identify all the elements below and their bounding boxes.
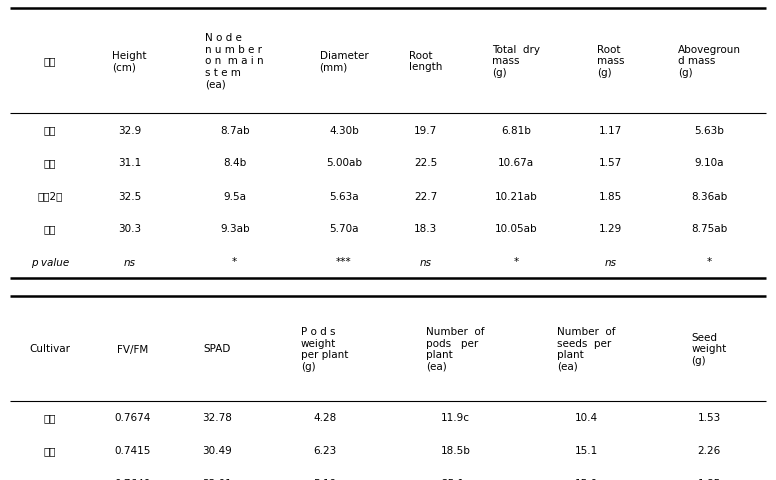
Text: Root
mass
(g): Root mass (g)	[597, 45, 625, 78]
Text: Root
length: Root length	[409, 50, 442, 72]
Text: 5.63a: 5.63a	[329, 191, 359, 201]
Text: 11.9c: 11.9c	[441, 413, 470, 422]
Text: 10.21ab: 10.21ab	[495, 191, 538, 201]
Text: 32.78: 32.78	[202, 413, 232, 422]
Text: 8.7ab: 8.7ab	[220, 125, 250, 135]
Text: 15.1: 15.1	[575, 445, 598, 456]
Text: 대풍2호: 대풍2호	[37, 191, 63, 201]
Text: 4.30b: 4.30b	[329, 125, 359, 135]
Text: 2.26: 2.26	[698, 445, 721, 456]
Text: 1.53: 1.53	[698, 413, 721, 422]
Text: 1.85: 1.85	[599, 191, 622, 201]
Text: Cultivar: Cultivar	[29, 344, 71, 354]
Text: *: *	[232, 257, 237, 267]
Text: 강일: 강일	[43, 125, 56, 135]
Text: 5.00ab: 5.00ab	[326, 158, 362, 168]
Text: 8.75ab: 8.75ab	[691, 224, 727, 234]
Text: *: *	[514, 257, 518, 267]
Text: Seed
weight
(g): Seed weight (g)	[691, 332, 726, 365]
Text: 30.49: 30.49	[202, 445, 232, 456]
Text: 9.3ab: 9.3ab	[220, 224, 250, 234]
Text: ns: ns	[605, 257, 617, 267]
Text: 5.63b: 5.63b	[695, 125, 724, 135]
Text: 10.05ab: 10.05ab	[495, 224, 538, 234]
Text: ***: ***	[336, 257, 352, 267]
Text: Total  dry
mass
(g): Total dry mass (g)	[492, 45, 540, 78]
Text: 0.7415: 0.7415	[114, 445, 151, 456]
Text: N o d e
n u m b e r
o n  m a i n
s t e m
(ea): N o d e n u m b e r o n m a i n s t e m …	[206, 33, 264, 89]
Text: 1.29: 1.29	[599, 224, 622, 234]
Text: 5.70a: 5.70a	[329, 224, 359, 234]
Text: 4.28: 4.28	[313, 413, 336, 422]
Text: 19.7: 19.7	[414, 125, 438, 135]
Text: 18.3: 18.3	[414, 224, 438, 234]
Text: 30.3: 30.3	[118, 224, 141, 234]
Text: 대풍2호: 대풍2호	[37, 479, 63, 480]
Text: 대찬: 대찬	[43, 158, 56, 168]
Text: Height
(cm): Height (cm)	[113, 50, 147, 72]
Text: 32.5: 32.5	[118, 191, 141, 201]
Text: 9.10a: 9.10a	[695, 158, 724, 168]
Text: 8.4b: 8.4b	[223, 158, 246, 168]
Text: 22.5: 22.5	[414, 158, 438, 168]
Text: 9.5a: 9.5a	[223, 191, 246, 201]
Text: P o d s
weight
per plant
(g): P o d s weight per plant (g)	[301, 326, 348, 371]
Text: Number  of
seeds  per
plant
(ea): Number of seeds per plant (ea)	[557, 326, 615, 371]
Text: 10.67a: 10.67a	[498, 158, 534, 168]
Text: ns: ns	[420, 257, 431, 267]
Text: 8.36ab: 8.36ab	[691, 191, 727, 201]
Text: 0.7674: 0.7674	[114, 413, 151, 422]
Text: 31.1: 31.1	[118, 158, 141, 168]
Text: 품종: 품종	[43, 56, 56, 66]
Text: FV/FM: FV/FM	[117, 344, 148, 354]
Text: 1.85: 1.85	[698, 479, 721, 480]
Text: 15.0: 15.0	[575, 479, 598, 480]
Text: 32.9: 32.9	[118, 125, 141, 135]
Text: 1.57: 1.57	[599, 158, 622, 168]
Text: 대찬: 대찬	[44, 445, 57, 456]
Text: 6.23: 6.23	[313, 445, 336, 456]
Text: 18.5b: 18.5b	[441, 445, 470, 456]
Text: 10.4: 10.4	[575, 413, 598, 422]
Text: 강일: 강일	[44, 413, 57, 422]
Text: 33.01: 33.01	[202, 479, 232, 480]
Text: Number  of
pods   per
plant
(ea): Number of pods per plant (ea)	[426, 326, 485, 371]
Text: 1.17: 1.17	[599, 125, 622, 135]
Text: 22.7: 22.7	[414, 191, 438, 201]
Text: Abovegroun
d mass
(g): Abovegroun d mass (g)	[677, 45, 741, 78]
Text: p value: p value	[31, 257, 69, 267]
Text: ns: ns	[123, 257, 136, 267]
Text: 25.1a: 25.1a	[441, 479, 470, 480]
Text: *: *	[707, 257, 712, 267]
Text: Diameter
(mm): Diameter (mm)	[320, 50, 369, 72]
Text: SPAD: SPAD	[203, 344, 230, 354]
Text: 6.81b: 6.81b	[501, 125, 531, 135]
Text: 0.7640: 0.7640	[114, 479, 151, 480]
Text: 5.19: 5.19	[313, 479, 336, 480]
Text: 평원: 평원	[43, 224, 56, 234]
